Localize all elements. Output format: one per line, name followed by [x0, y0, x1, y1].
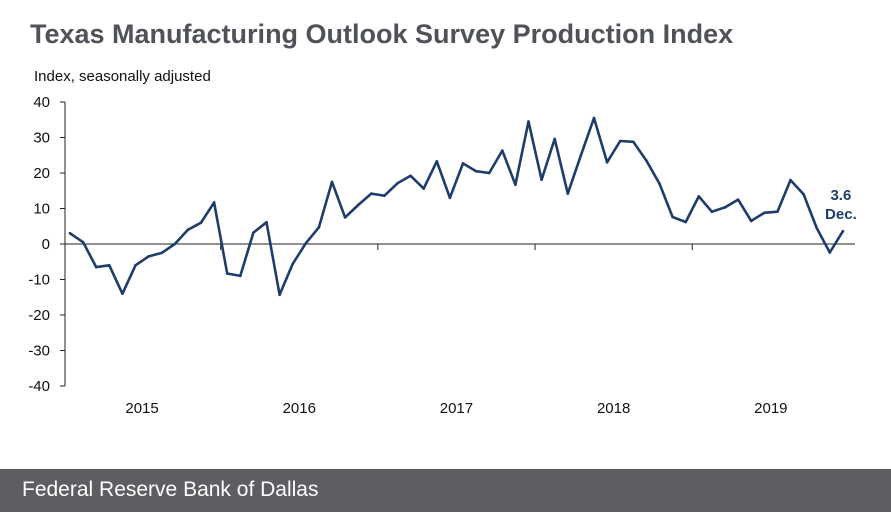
y-tick-label: -30 [28, 343, 50, 360]
y-tick-label: 10 [33, 201, 50, 218]
x-tick-label: 2015 [125, 400, 158, 417]
data-point [789, 178, 792, 182]
chart-title: Texas Manufacturing Outlook Survey Produ… [30, 19, 734, 49]
data-point [239, 274, 242, 278]
chart-area: Index, seasonally adjusted 40 30 20 10 0 -10 -… [28, 68, 856, 417]
data-point [566, 192, 570, 195]
series-line [68, 116, 845, 297]
data-point [632, 140, 635, 144]
data-point [343, 216, 347, 219]
data-point [317, 226, 321, 229]
annotation-label: Dec. [825, 206, 857, 223]
data-point [225, 272, 229, 275]
data-point [618, 139, 622, 143]
data-point [736, 198, 740, 201]
axes [60, 101, 855, 387]
data-point [487, 171, 491, 175]
data-point [697, 195, 701, 198]
data-point [776, 210, 779, 213]
data-point [173, 242, 177, 246]
y-tick-label: 30 [33, 130, 50, 147]
data-point [160, 251, 163, 255]
data-point [658, 182, 661, 185]
y-tick-label: 20 [33, 165, 50, 182]
x-tick-label: 2018 [597, 400, 630, 417]
data-point [278, 293, 281, 297]
data-point [330, 180, 334, 184]
data-point [579, 153, 583, 157]
data-point [291, 262, 295, 266]
data-point [121, 292, 124, 296]
series-layer [68, 116, 845, 297]
data-point [553, 137, 556, 141]
data-point [396, 181, 399, 185]
data-point [605, 161, 609, 164]
data-point [356, 203, 360, 207]
data-point [265, 221, 268, 224]
data-point [802, 193, 805, 196]
data-point [435, 159, 439, 163]
data-point [684, 220, 687, 224]
data-point [474, 169, 478, 173]
data-point [749, 219, 753, 223]
data-point [671, 215, 674, 219]
data-point [370, 192, 373, 195]
data-point [199, 221, 203, 224]
data-point [527, 120, 530, 123]
data-point [841, 229, 845, 233]
data-point [514, 183, 517, 187]
footer-bar: Federal Reserve Bank of Dallas [0, 469, 891, 512]
data-point [592, 116, 596, 120]
data-point [540, 178, 543, 182]
data-point [723, 206, 727, 209]
data-point [94, 265, 98, 269]
x-tick-label: 2016 [283, 400, 316, 417]
y-tick-label: 0 [42, 236, 50, 253]
data-point [763, 211, 766, 215]
y-tick-label: -20 [28, 307, 50, 324]
annotation-value: 3.6 [830, 187, 851, 204]
data-point [383, 194, 386, 198]
data-point [409, 174, 412, 178]
data-point [815, 226, 818, 230]
labels: 40 30 20 10 0 -10 -20 -30 -40 2015 2016 2017 2018 201… [28, 94, 856, 417]
x-tick-label: 2019 [754, 400, 787, 417]
y-tick-label: 40 [33, 94, 50, 111]
data-point [448, 196, 452, 200]
data-point [252, 231, 255, 234]
y-tick-label: -40 [28, 378, 50, 395]
data-point [645, 159, 648, 162]
data-point [81, 240, 85, 244]
x-tick-label: 2017 [440, 400, 473, 417]
data-point [710, 210, 714, 213]
data-point [108, 264, 111, 267]
data-point [461, 162, 465, 165]
data-point [186, 228, 190, 232]
data-point [147, 255, 150, 258]
y-tick-label: -10 [28, 272, 50, 289]
footer-text: Federal Reserve Bank of Dallas [22, 478, 319, 501]
data-point [304, 241, 308, 245]
data-point [212, 201, 216, 204]
data-point [68, 232, 72, 235]
data-point [501, 149, 504, 152]
y-axis-label: Index, seasonally adjusted [34, 68, 211, 85]
data-point [422, 187, 426, 190]
data-point [828, 251, 832, 254]
data-point [134, 264, 137, 267]
